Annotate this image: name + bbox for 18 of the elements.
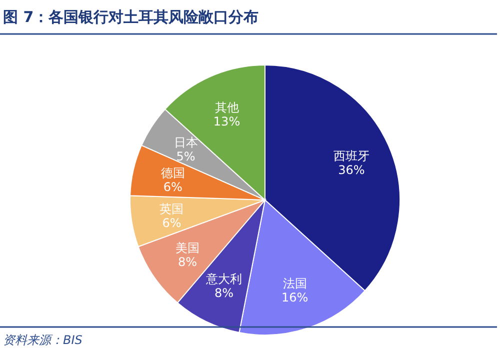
slice-label: 英国 <box>160 202 184 216</box>
slice-label: 意大利 <box>205 272 242 286</box>
data-label: 16% <box>281 290 308 305</box>
data-label: 6% <box>163 180 182 194</box>
data-label: 5% <box>176 149 196 164</box>
data-label: 8% <box>214 286 234 300</box>
chart-title: 图 7：各国银行对土耳其风险敞口分布 <box>3 8 259 26</box>
slice-label: 西班牙 <box>333 148 370 163</box>
data-label: 13% <box>213 114 240 129</box>
slice-label: 美国 <box>175 241 200 256</box>
slice-label: 德国 <box>160 166 185 180</box>
data-label: 6% <box>162 216 182 230</box>
data-label: 8% <box>178 255 198 270</box>
text: 资料来源：BIS <box>3 333 83 347</box>
slice-label: 法国 <box>282 276 307 291</box>
data-label: 36% <box>338 162 365 177</box>
slice-label: 其他 <box>214 100 239 115</box>
slice-label: 日本 <box>174 135 198 150</box>
